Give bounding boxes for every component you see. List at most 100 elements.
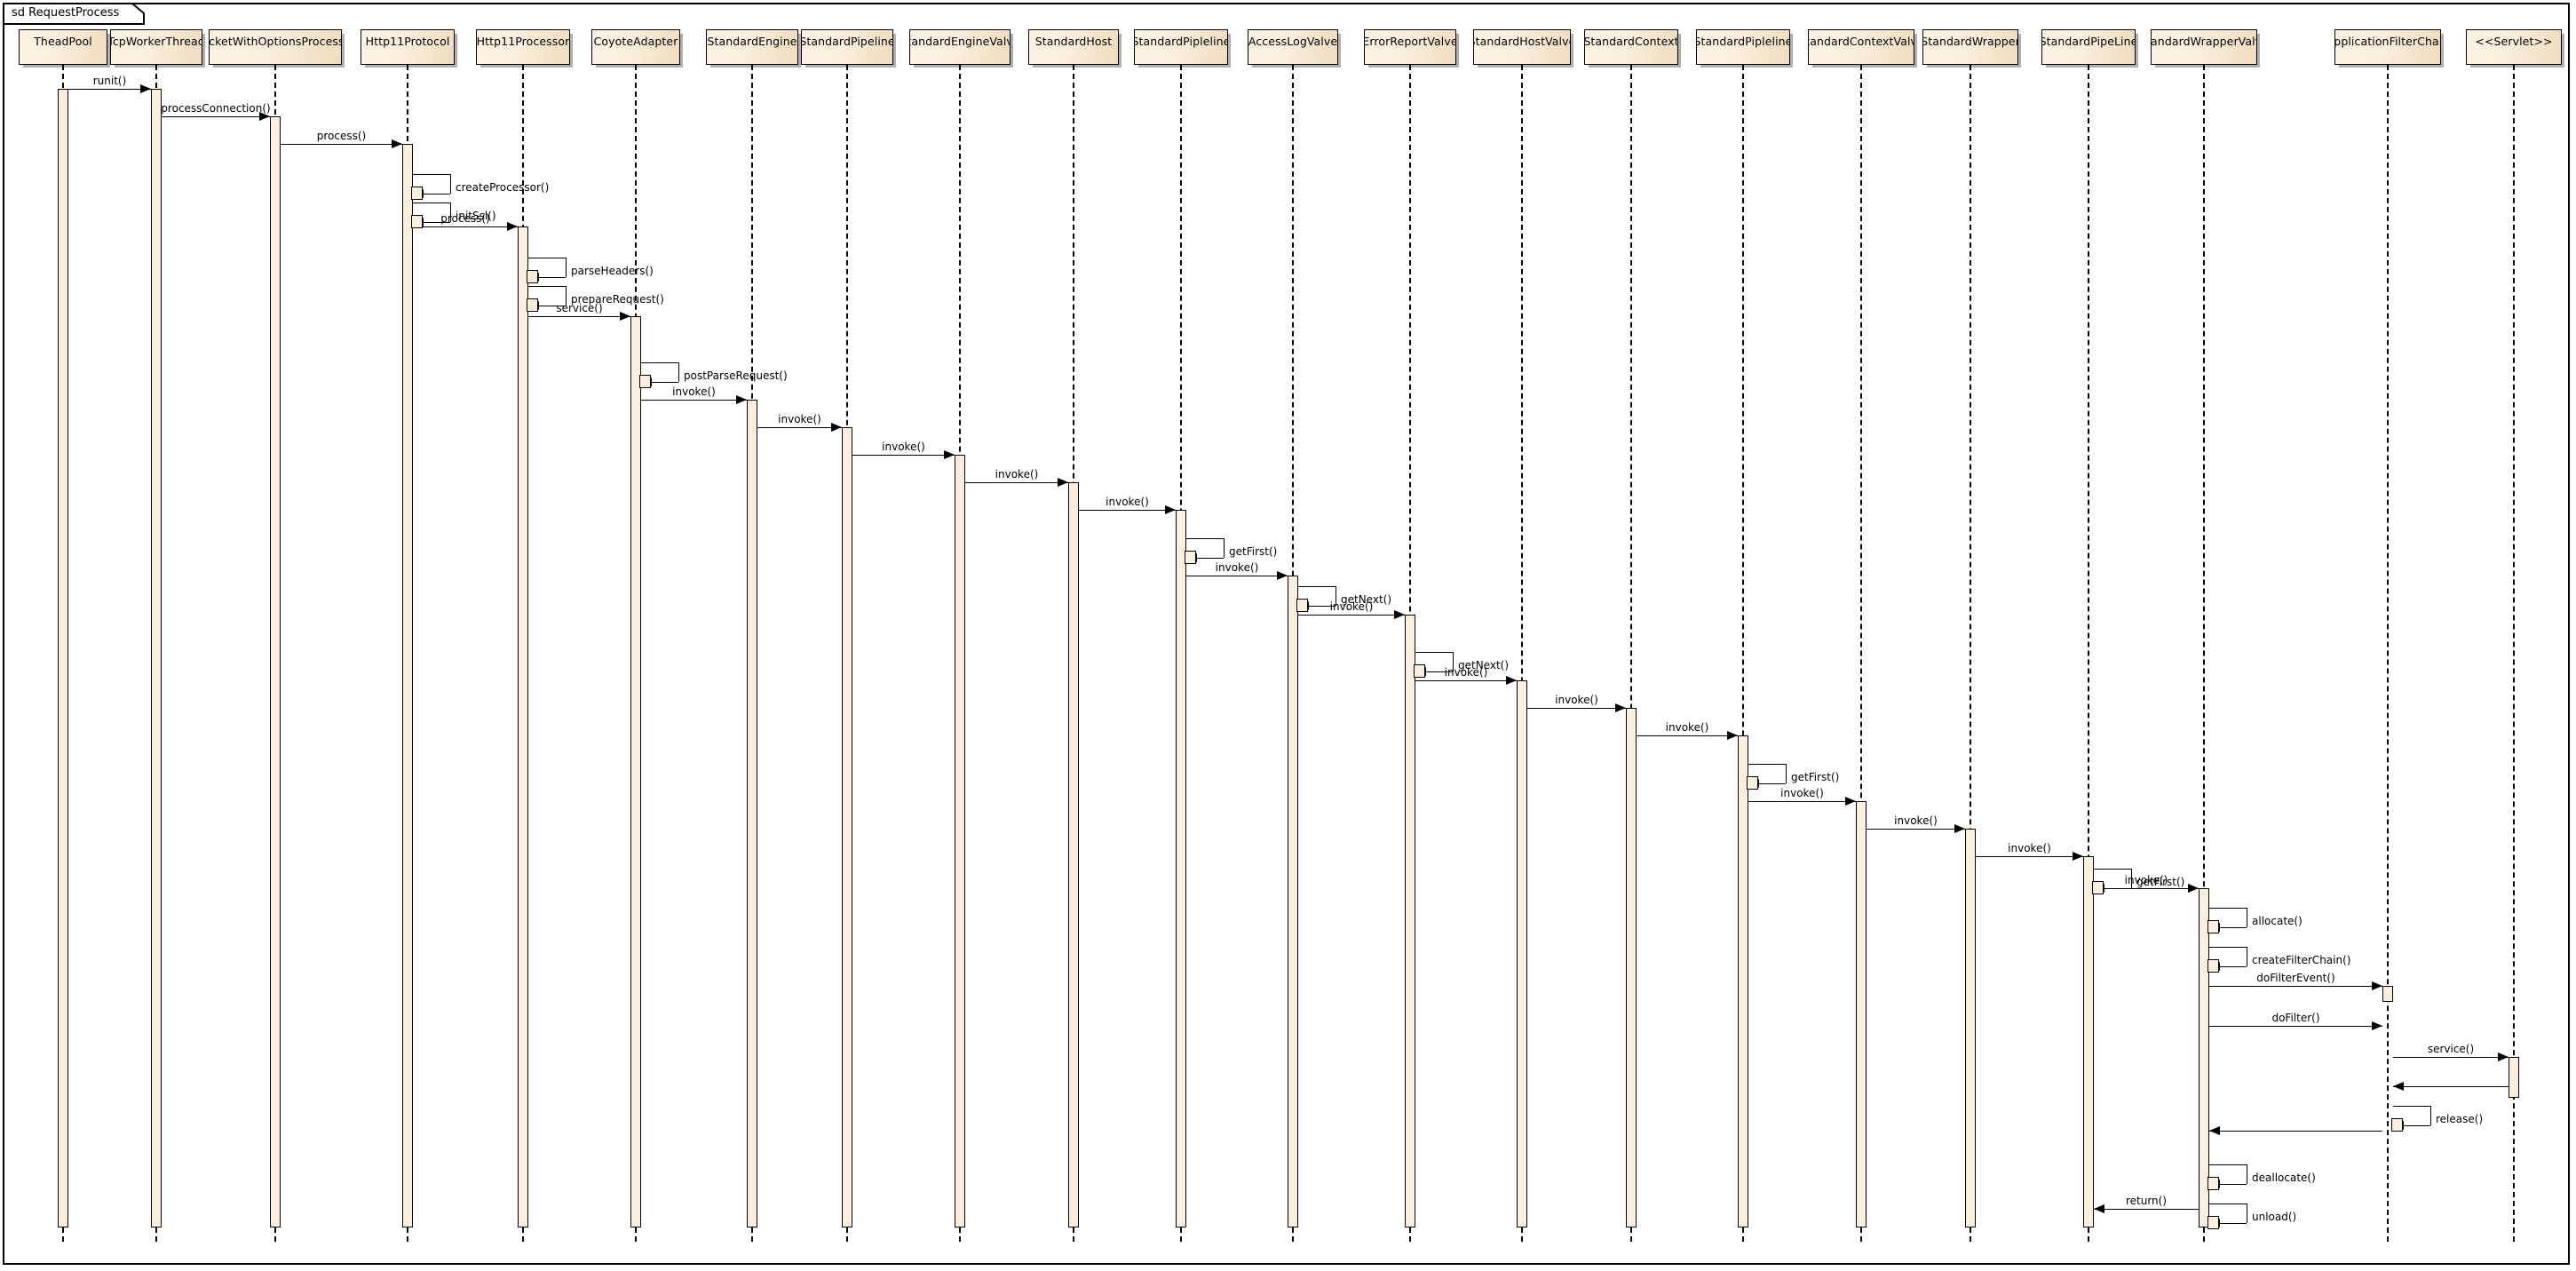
self-call[interactable]: postParseRequest() — [641, 362, 820, 391]
self-call[interactable]: getNext() — [1415, 652, 1595, 680]
self-call-activation — [411, 215, 423, 228]
message-line — [2094, 1209, 2199, 1210]
self-call[interactable]: initSsl() — [413, 203, 592, 231]
self-call[interactable]: deallocate() — [2209, 1164, 2389, 1193]
message-label: runit() — [92, 75, 127, 87]
self-call-activation — [1185, 551, 1196, 564]
lifeline-head-applicationfilterchain[interactable]: ApplicationFilterChain — [2334, 29, 2441, 65]
self-call-right — [450, 203, 451, 222]
lifeline-dash-standardpipeline2 — [2088, 65, 2089, 1242]
lifeline-head-standardpipeline2[interactable]: StandardPipeLine — [2041, 29, 2136, 65]
self-call-activation — [2391, 1118, 2403, 1132]
arrow-head-icon — [1058, 478, 1068, 487]
lifeline-head-standardcontext[interactable]: StandardContext — [1584, 29, 1678, 65]
self-call-label: deallocate() — [2252, 1172, 2316, 1184]
message-label: invoke() — [1444, 666, 1488, 679]
lifeline-head-standardhost[interactable]: StandardHost — [1028, 29, 1119, 65]
self-call[interactable]: getNext() — [1298, 586, 1478, 615]
lifeline-head-standardwrappervalve[interactable]: StandardWrapperValve — [2151, 29, 2257, 65]
lifeline-label: CoyoteAdapter — [593, 35, 678, 48]
self-call-bottom — [2104, 888, 2131, 889]
lifeline-head-threadpool[interactable]: TheadPool — [19, 29, 107, 65]
lifeline-label: StandardPipleline — [1134, 35, 1228, 48]
lifeline-label: StandardPipleline — [1696, 35, 1790, 48]
message-line — [2209, 1131, 2382, 1132]
lifeline-head-standardpipleline1[interactable]: StandardPipleline — [1134, 29, 1228, 65]
self-call[interactable]: getFirst() — [1186, 538, 1366, 567]
self-call-activation — [411, 187, 423, 200]
message-line — [1637, 735, 1738, 736]
lifeline-head-http11processor[interactable]: Http11Processor — [476, 29, 570, 65]
lifeline-head-standardhostvalve[interactable]: StandardHostValve — [1473, 29, 1571, 65]
lifeline-head-standardwrapper[interactable]: StandardWrapper — [1922, 29, 2018, 65]
self-call-bottom — [1196, 558, 1224, 559]
message-label: invoke() — [995, 468, 1039, 481]
lifeline-head-servlet[interactable]: <<Servlet>> — [2466, 29, 2562, 65]
self-call-activation — [2207, 1216, 2219, 1229]
self-call-bottom — [2403, 1125, 2430, 1126]
self-call[interactable]: createProcessor() — [413, 174, 592, 203]
activation-bar-standardengine — [747, 400, 757, 1227]
self-call[interactable]: parseHeaders() — [528, 258, 708, 286]
arrow-head-icon — [736, 395, 747, 404]
lifeline-dash-applicationfilterchain — [2387, 65, 2389, 1242]
self-call[interactable]: unload() — [2209, 1203, 2389, 1232]
self-call-right — [566, 286, 567, 306]
message-label: invoke() — [1894, 814, 1938, 827]
self-call-top — [413, 174, 450, 175]
self-call-label: parseHeaders() — [571, 265, 654, 277]
lifeline-head-socketwithoptions[interactable]: SocketWithOptionsProcessor — [209, 29, 342, 65]
self-call-right — [678, 362, 679, 382]
self-call[interactable]: release() — [2393, 1106, 2572, 1134]
message-line — [413, 226, 518, 227]
arrow-head-icon — [259, 112, 270, 121]
lifeline-head-standardcontextvalve[interactable]: StandardContextValve — [1808, 29, 1914, 65]
self-call[interactable]: allocate() — [2209, 908, 2389, 936]
message-line — [68, 89, 151, 90]
lifeline-label: TcpWorkerThread — [110, 35, 202, 48]
message-line — [852, 455, 955, 456]
self-call-top — [1186, 538, 1224, 539]
self-call-bottom — [1308, 606, 1336, 607]
self-call-bottom — [423, 194, 450, 195]
message-line — [1867, 829, 1965, 830]
message-label: doFilterEvent() — [2256, 972, 2335, 984]
lifeline-head-errorreportvalve[interactable]: ErrorReportValve — [1364, 29, 1456, 65]
lifeline-label: ApplicationFilterChain — [2334, 35, 2440, 48]
lifeline-head-tcpworkerthread[interactable]: TcpWorkerThread — [110, 29, 202, 65]
self-call[interactable]: createFilterChain() — [2209, 947, 2389, 975]
self-call-bottom — [2219, 927, 2247, 928]
activation-bar-http11processor — [518, 226, 528, 1227]
message-label: invoke() — [1780, 787, 1824, 799]
activation-bar-standardcontext — [1626, 708, 1637, 1227]
lifeline-head-accesslogvalve[interactable]: AccessLogValve — [1248, 29, 1338, 65]
arrow-head-icon — [1845, 797, 1856, 806]
lifeline-label: StandardPipeLine — [2041, 35, 2136, 48]
self-call[interactable]: getFirst() — [2094, 869, 2273, 897]
lifeline-head-coyoteadapter[interactable]: CoyoteAdapter — [591, 29, 680, 65]
lifeline-head-http11protocol[interactable]: Http11Protocol — [361, 29, 455, 65]
message-label: invoke() — [1215, 561, 1259, 574]
message-label: service() — [2427, 1043, 2475, 1055]
lifeline-dash-standardwrappervalve — [2203, 65, 2205, 1242]
self-call-top — [2209, 1203, 2247, 1204]
message-label: invoke() — [672, 385, 716, 398]
lifeline-head-standardpipeline1[interactable]: StandardPipeline — [801, 29, 893, 65]
message-line — [2209, 986, 2382, 987]
message-line — [2393, 1086, 2509, 1087]
lifeline-head-standardengine[interactable]: StandardEngine — [706, 29, 798, 65]
arrow-head-icon — [944, 450, 955, 459]
activation-bar-standardenginevalve — [955, 455, 965, 1227]
self-call[interactable]: prepareRequest() — [528, 286, 708, 314]
activation-bar-standardwrappervalve — [2199, 888, 2209, 1227]
lifeline-head-standardpipleline2[interactable]: StandardPipleline — [1696, 29, 1790, 65]
lifeline-label: StandardHost — [1034, 35, 1113, 48]
self-call[interactable]: getFirst() — [1748, 764, 1928, 792]
arrow-head-icon — [1277, 571, 1288, 580]
activation-bar-standardwrapper — [1965, 829, 1976, 1227]
lifeline-label: TheadPool — [34, 35, 92, 48]
lifeline-head-standardenginevalve[interactable]: StandardEngineValve — [909, 29, 1011, 65]
self-call-activation — [1414, 664, 1425, 678]
self-call-label: createProcessor() — [456, 181, 550, 194]
